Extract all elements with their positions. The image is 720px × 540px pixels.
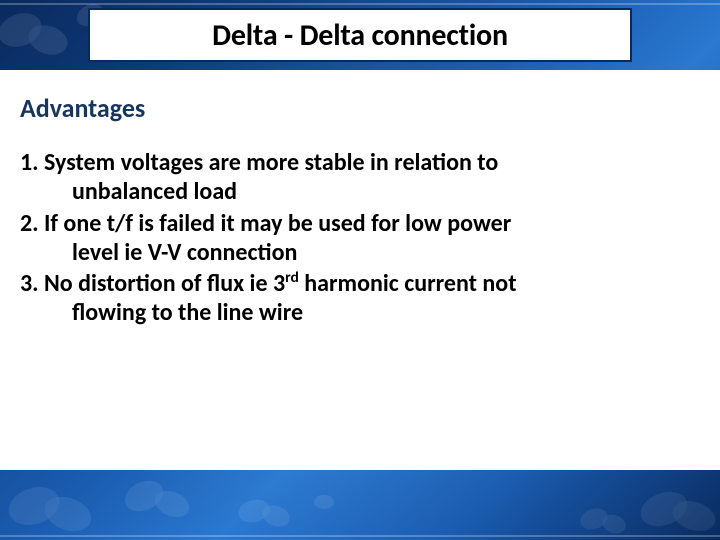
item-text: System voltages are more stable in relat…: [44, 148, 498, 177]
item-text-cont: unbalanced load: [20, 177, 690, 206]
content-area: Advantages 1. System voltages are more s…: [0, 70, 720, 470]
item-number: 3.: [20, 269, 44, 298]
list-item: 2. If one t/f is failed it may be used f…: [20, 209, 690, 268]
item-text-cont: level ie V-V connection: [20, 238, 690, 267]
item-text: If one t/f is failed it may be used for …: [44, 209, 511, 238]
slide-title: Delta - Delta connection: [212, 17, 508, 54]
list-item: 1. System voltages are more stable in re…: [20, 148, 690, 207]
item-text-cont: flowing to the line wire: [20, 298, 690, 327]
title-box: Delta - Delta connection: [88, 8, 632, 62]
item-number: 1.: [20, 148, 44, 177]
ordinal-superscript: rd: [285, 268, 299, 287]
subheading: Advantages: [20, 92, 145, 124]
slide: Delta - Delta connection Advantages 1. S…: [0, 0, 720, 540]
item-text-post: harmonic current not: [299, 269, 517, 298]
list-item: 3. No distortion of flux ie 3rd harmonic…: [20, 269, 690, 328]
deco-bottom-right: [544, 464, 720, 540]
item-text-pre: No distortion of flux ie 3: [44, 269, 285, 298]
body-list: 1. System voltages are more stable in re…: [20, 148, 690, 330]
item-text: No distortion of flux ie 3rd harmonic cu…: [44, 269, 517, 298]
item-number: 2.: [20, 209, 44, 238]
